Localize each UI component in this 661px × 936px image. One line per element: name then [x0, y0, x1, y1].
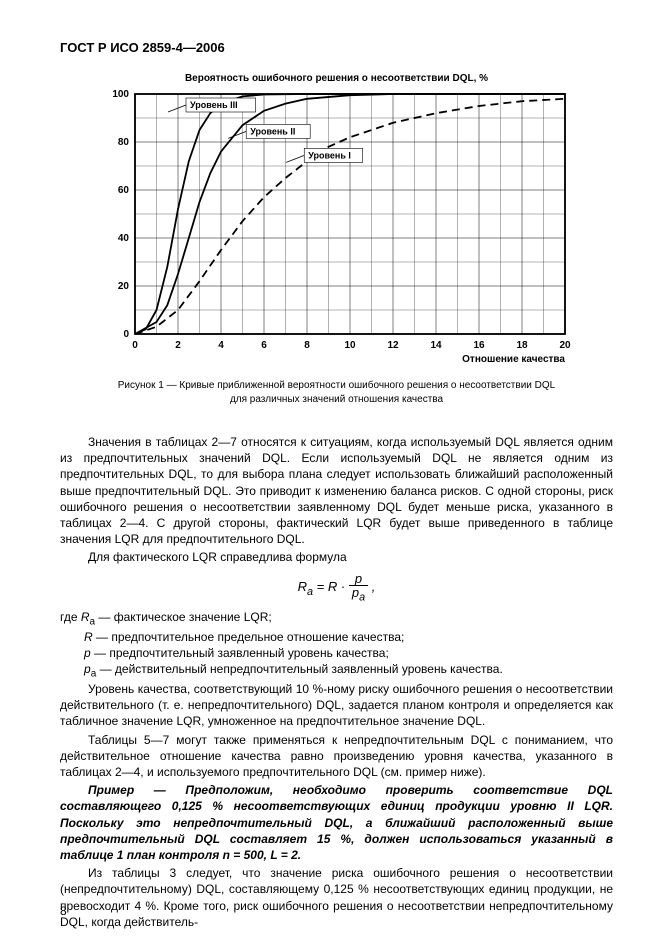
chart-figure: 0 2 4 6 8 10 12 14 16 18 20 0 20 40 60 80 100 Уровень III… — [101, 88, 573, 368]
svg-text:6: 6 — [261, 340, 267, 351]
svg-text:12: 12 — [387, 340, 399, 351]
svg-text:Уровень I: Уровень I — [308, 150, 351, 160]
paragraph-4: Таблицы 5—7 могут также применяться к не… — [60, 732, 613, 781]
where-intro: где — [60, 610, 81, 624]
svg-text:2: 2 — [175, 340, 181, 351]
figure-caption: Рисунок 1 — Кривые приближенной вероятно… — [60, 379, 613, 406]
caption-line2: для различных значений отношения качеств… — [230, 394, 443, 405]
svg-text:Отношение качества: Отношение качества — [462, 354, 565, 365]
paragraph-5: Из таблицы 3 следует, что значение риска… — [60, 865, 613, 930]
svg-text:40: 40 — [117, 233, 129, 244]
paragraph-2: Для фактического LQR справедлива формула — [60, 549, 613, 565]
svg-text:4: 4 — [218, 340, 224, 351]
svg-text:80: 80 — [117, 137, 129, 148]
where-block: где Ra — фактическое значение LQR; R — п… — [60, 609, 613, 681]
svg-text:100: 100 — [112, 89, 129, 100]
chart-container: Вероятность ошибочного решения о несоотв… — [60, 73, 613, 406]
page: ГОСТ Р ИСО 2859-4—2006 Вероятность ошибо… — [0, 0, 661, 936]
page-number: 8 — [60, 904, 67, 918]
svg-text:20: 20 — [559, 340, 571, 351]
svg-text:18: 18 — [516, 340, 528, 351]
where-R: R — предпочтительное предельное отношени… — [60, 629, 613, 645]
where-pa: pa — действительный непредпочтительный з… — [60, 661, 613, 681]
svg-text:Уровень II: Уровень II — [250, 126, 295, 136]
svg-text:Уровень III: Уровень III — [190, 100, 238, 110]
svg-text:16: 16 — [473, 340, 485, 351]
svg-text:0: 0 — [132, 340, 138, 351]
doc-header: ГОСТ Р ИСО 2859-4—2006 — [60, 40, 613, 55]
svg-text:0: 0 — [123, 329, 129, 340]
svg-text:60: 60 — [117, 185, 129, 196]
where-p: p — предпочтительный заявленный уровень … — [60, 645, 613, 661]
paragraph-1: Значения в таблицах 2—7 относятся к ситу… — [60, 434, 613, 547]
svg-text:8: 8 — [304, 340, 310, 351]
formula: Ra = R · ppa , — [60, 572, 613, 603]
paragraph-3: Уровень качества, соответствующий 10 %-н… — [60, 681, 613, 730]
chart-y-title: Вероятность ошибочного решения о несоотв… — [60, 73, 613, 84]
caption-line1: Рисунок 1 — Кривые приближенной вероятно… — [118, 380, 555, 391]
svg-text:10: 10 — [344, 340, 356, 351]
example-paragraph: Пример — Предположим, необходимо провери… — [60, 782, 613, 863]
svg-text:14: 14 — [430, 340, 442, 351]
body-text: Значения в таблицах 2—7 относятся к ситу… — [60, 434, 613, 930]
svg-text:20: 20 — [117, 281, 129, 292]
